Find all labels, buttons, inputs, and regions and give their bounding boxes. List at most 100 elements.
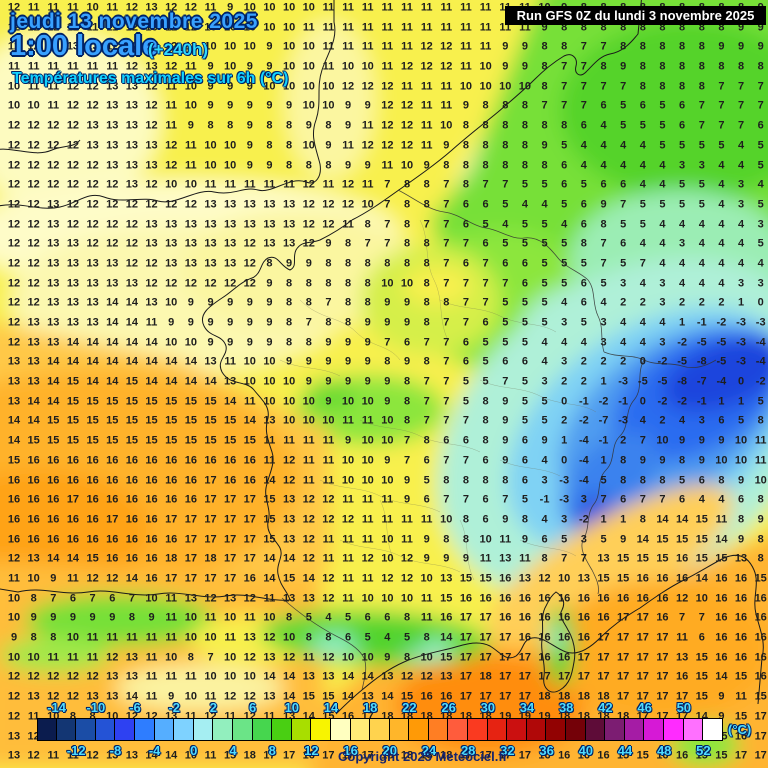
temp-value: 17 bbox=[244, 514, 256, 525]
temp-value: 7 bbox=[581, 553, 587, 565]
temp-value: 15 bbox=[735, 671, 747, 683]
temp-value: 12 bbox=[106, 219, 118, 230]
temp-value: 14 bbox=[67, 553, 79, 565]
temp-value: 17 bbox=[519, 731, 531, 742]
temp-value: 17 bbox=[637, 652, 649, 663]
temp-value: 11 bbox=[283, 435, 295, 447]
temp-value: 16 bbox=[67, 455, 79, 466]
temp-value: 14 bbox=[283, 691, 295, 703]
temp-value: 4 bbox=[600, 297, 606, 309]
temp-value: 16 bbox=[617, 593, 629, 604]
temp-value: 8 bbox=[541, 120, 547, 132]
temp-value: -2 bbox=[579, 514, 589, 525]
temp-value: 17 bbox=[499, 731, 511, 742]
temp-value: 9 bbox=[738, 22, 744, 33]
temp-value: 5 bbox=[502, 238, 508, 250]
temp-value: 7 bbox=[443, 356, 449, 368]
temp-value: 9 bbox=[345, 356, 351, 368]
temp-value: 4 bbox=[600, 160, 606, 171]
temp-value: 11 bbox=[47, 652, 59, 663]
temp-value: 13 bbox=[28, 553, 40, 565]
temp-value: 16 bbox=[499, 612, 511, 624]
temp-value: 5 bbox=[541, 179, 547, 191]
temp-value: 17 bbox=[106, 514, 118, 525]
temp-value: 10 bbox=[185, 632, 197, 644]
temp-value: 8 bbox=[463, 475, 469, 486]
temp-value: 9 bbox=[541, 435, 547, 447]
temp-value: 9 bbox=[659, 455, 665, 466]
temp-value: 11 bbox=[460, 61, 472, 73]
temp-value: 7 bbox=[443, 337, 449, 348]
temp-value: 12 bbox=[145, 199, 157, 210]
temp-value: 16 bbox=[244, 475, 256, 486]
temp-value: 12 bbox=[86, 573, 98, 585]
temp-value: 15 bbox=[696, 691, 708, 703]
temp-value: 6 bbox=[522, 258, 528, 269]
temp-value: 15 bbox=[204, 396, 216, 407]
temp-value: 10 bbox=[263, 612, 275, 624]
temp-value: 11 bbox=[401, 22, 413, 33]
temp-value: 10 bbox=[165, 652, 177, 663]
temp-value: 12 bbox=[401, 120, 413, 132]
temp-value: 8 bbox=[325, 120, 331, 132]
temp-value: 10 bbox=[224, 652, 236, 663]
temp-value: 9 bbox=[168, 317, 174, 329]
temp-value: -3 bbox=[736, 356, 746, 368]
temp-value: 11 bbox=[224, 711, 236, 722]
temp-value: 1 bbox=[738, 396, 744, 407]
temp-value: 5 bbox=[365, 632, 371, 644]
temp-value: 11 bbox=[362, 534, 374, 545]
temp-value: 8 bbox=[502, 140, 508, 151]
temp-value: 13 bbox=[283, 514, 295, 525]
temp-value: 9 bbox=[325, 140, 331, 151]
temp-value: 6 bbox=[581, 219, 587, 230]
temp-value: 12 bbox=[47, 160, 59, 171]
temp-value: 17 bbox=[538, 671, 550, 683]
temp-value: 9 bbox=[266, 337, 272, 348]
temp-value: 4 bbox=[718, 278, 724, 289]
temp-value: 9 bbox=[227, 297, 233, 309]
temp-value: 11 bbox=[342, 593, 354, 604]
temp-value: 9 bbox=[404, 317, 410, 329]
temp-value: 8 bbox=[286, 317, 292, 329]
temp-value: 17 bbox=[637, 691, 649, 703]
temp-value: 11 bbox=[323, 435, 335, 447]
temp-value: 12 bbox=[145, 81, 157, 92]
temp-value: 8 bbox=[345, 258, 351, 269]
temp-value: 13 bbox=[303, 671, 315, 683]
temp-value: 16 bbox=[145, 455, 157, 466]
temp-value: 8 bbox=[659, 41, 665, 53]
temp-value: 15 bbox=[126, 415, 138, 427]
temp-value: 17 bbox=[637, 612, 649, 624]
temp-value: 16 bbox=[558, 731, 570, 742]
temp-value: 16 bbox=[106, 455, 118, 466]
temp-value: 17 bbox=[578, 671, 590, 683]
temp-value: 12 bbox=[165, 41, 177, 53]
temp-value: 8 bbox=[718, 22, 724, 33]
temp-value: 9 bbox=[620, 534, 626, 545]
temp-value: 9 bbox=[207, 100, 213, 112]
temp-value: 13 bbox=[263, 219, 275, 230]
temp-value: 11 bbox=[382, 22, 394, 33]
temp-value: 9 bbox=[384, 376, 390, 388]
temp-value: 10 bbox=[479, 534, 491, 545]
temp-value: 15 bbox=[165, 435, 177, 447]
temp-value: 13 bbox=[28, 337, 40, 348]
temp-value: 12 bbox=[8, 278, 20, 289]
temp-value: 16 bbox=[735, 731, 747, 742]
temp-value: 13 bbox=[283, 534, 295, 545]
temp-value: 11 bbox=[421, 100, 433, 112]
temp-value: 12 bbox=[283, 475, 295, 486]
temp-value: 11 bbox=[362, 2, 374, 14]
temp-value: 11 bbox=[519, 553, 531, 565]
temp-value: 9 bbox=[188, 731, 194, 742]
temp-value: 3 bbox=[659, 337, 665, 348]
temp-value: 11 bbox=[224, 356, 236, 368]
temp-value: 11 bbox=[185, 160, 197, 171]
temp-value: 14 bbox=[263, 553, 275, 565]
temp-value: 16 bbox=[8, 494, 20, 506]
temp-value: 12 bbox=[126, 41, 138, 53]
temp-value: 14 bbox=[263, 573, 275, 585]
temp-value: 8 bbox=[541, 81, 547, 92]
